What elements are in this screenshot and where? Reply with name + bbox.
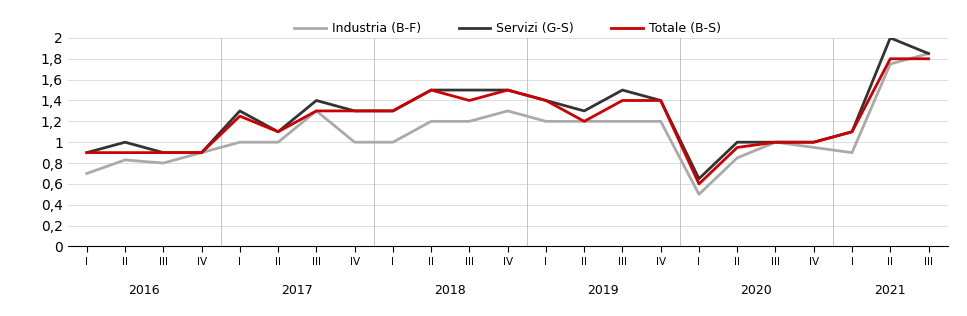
Servizi (G-S) bbox=[731, 140, 743, 144]
Servizi (G-S) bbox=[119, 140, 131, 144]
Industria (B-F) bbox=[310, 109, 322, 113]
Servizi (G-S) bbox=[234, 109, 246, 113]
Totale (B-S) bbox=[273, 130, 284, 134]
Servizi (G-S) bbox=[693, 177, 705, 181]
Industria (B-F) bbox=[770, 140, 781, 144]
Industria (B-F) bbox=[195, 151, 207, 155]
Totale (B-S) bbox=[502, 88, 513, 92]
Industria (B-F) bbox=[502, 109, 513, 113]
Industria (B-F) bbox=[463, 119, 475, 123]
Industria (B-F) bbox=[387, 140, 398, 144]
Industria (B-F) bbox=[617, 119, 629, 123]
Servizi (G-S) bbox=[502, 88, 513, 92]
Text: 2019: 2019 bbox=[588, 284, 619, 297]
Totale (B-S) bbox=[310, 109, 322, 113]
Servizi (G-S) bbox=[463, 88, 475, 92]
Totale (B-S) bbox=[387, 109, 398, 113]
Totale (B-S) bbox=[617, 99, 629, 102]
Industria (B-F) bbox=[923, 52, 934, 56]
Servizi (G-S) bbox=[923, 52, 934, 56]
Servizi (G-S) bbox=[349, 109, 361, 113]
Totale (B-S) bbox=[808, 140, 820, 144]
Industria (B-F) bbox=[349, 140, 361, 144]
Totale (B-S) bbox=[158, 151, 169, 155]
Industria (B-F) bbox=[578, 119, 590, 123]
Servizi (G-S) bbox=[885, 36, 896, 40]
Servizi (G-S) bbox=[158, 151, 169, 155]
Totale (B-S) bbox=[119, 151, 131, 155]
Text: 2018: 2018 bbox=[434, 284, 466, 297]
Industria (B-F) bbox=[425, 119, 437, 123]
Line: Industria (B-F): Industria (B-F) bbox=[87, 54, 928, 194]
Industria (B-F) bbox=[731, 156, 743, 160]
Servizi (G-S) bbox=[425, 88, 437, 92]
Totale (B-S) bbox=[463, 99, 475, 102]
Totale (B-S) bbox=[693, 182, 705, 186]
Industria (B-F) bbox=[541, 119, 552, 123]
Servizi (G-S) bbox=[273, 130, 284, 134]
Totale (B-S) bbox=[349, 109, 361, 113]
Servizi (G-S) bbox=[387, 109, 398, 113]
Line: Servizi (G-S): Servizi (G-S) bbox=[87, 38, 928, 179]
Industria (B-F) bbox=[655, 119, 666, 123]
Industria (B-F) bbox=[846, 151, 858, 155]
Industria (B-F) bbox=[81, 172, 93, 175]
Totale (B-S) bbox=[770, 140, 781, 144]
Servizi (G-S) bbox=[195, 151, 207, 155]
Industria (B-F) bbox=[273, 140, 284, 144]
Totale (B-S) bbox=[923, 57, 934, 61]
Industria (B-F) bbox=[119, 158, 131, 162]
Industria (B-F) bbox=[693, 192, 705, 196]
Totale (B-S) bbox=[541, 99, 552, 102]
Legend: Industria (B-F), Servizi (G-S), Totale (B-S): Industria (B-F), Servizi (G-S), Totale (… bbox=[289, 17, 726, 40]
Totale (B-S) bbox=[81, 151, 93, 155]
Servizi (G-S) bbox=[770, 140, 781, 144]
Totale (B-S) bbox=[655, 99, 666, 102]
Totale (B-S) bbox=[885, 57, 896, 61]
Industria (B-F) bbox=[885, 62, 896, 66]
Servizi (G-S) bbox=[541, 99, 552, 102]
Servizi (G-S) bbox=[655, 99, 666, 102]
Servizi (G-S) bbox=[310, 99, 322, 102]
Industria (B-F) bbox=[234, 140, 246, 144]
Totale (B-S) bbox=[195, 151, 207, 155]
Servizi (G-S) bbox=[81, 151, 93, 155]
Industria (B-F) bbox=[158, 161, 169, 165]
Servizi (G-S) bbox=[617, 88, 629, 92]
Totale (B-S) bbox=[578, 119, 590, 123]
Text: 2021: 2021 bbox=[874, 284, 906, 297]
Servizi (G-S) bbox=[846, 130, 858, 134]
Industria (B-F) bbox=[808, 145, 820, 149]
Text: 2020: 2020 bbox=[741, 284, 773, 297]
Servizi (G-S) bbox=[808, 140, 820, 144]
Totale (B-S) bbox=[425, 88, 437, 92]
Line: Totale (B-S): Totale (B-S) bbox=[87, 59, 928, 184]
Text: 2017: 2017 bbox=[281, 284, 313, 297]
Servizi (G-S) bbox=[578, 109, 590, 113]
Text: 2016: 2016 bbox=[129, 284, 160, 297]
Totale (B-S) bbox=[846, 130, 858, 134]
Totale (B-S) bbox=[731, 145, 743, 149]
Totale (B-S) bbox=[234, 114, 246, 118]
